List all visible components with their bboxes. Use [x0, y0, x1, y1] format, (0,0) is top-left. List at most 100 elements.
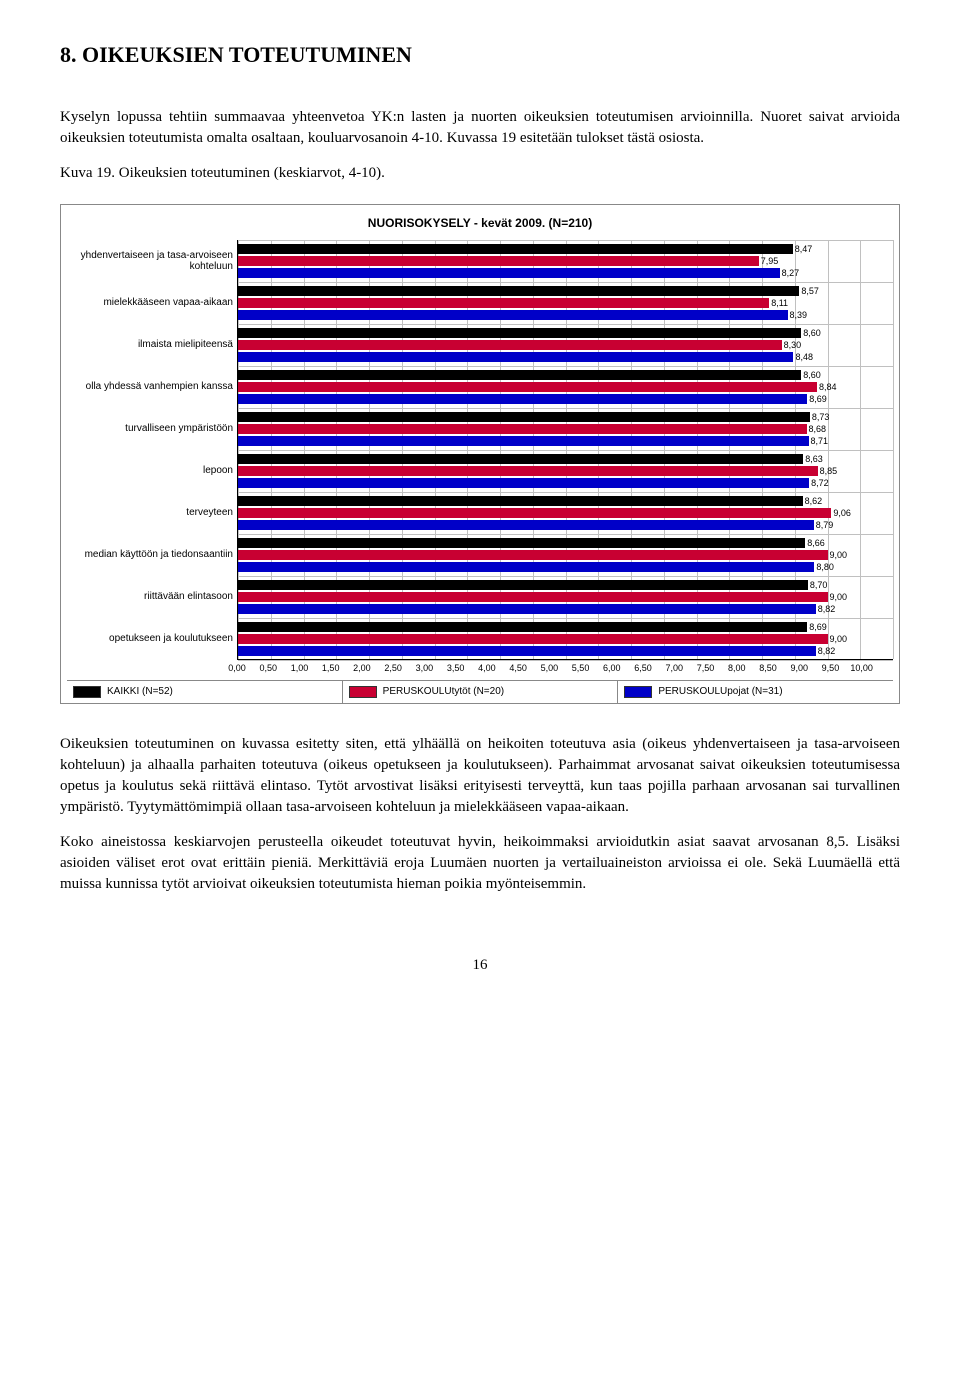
bar	[238, 604, 816, 614]
bar	[238, 436, 809, 446]
x-tick-label: 9,50	[815, 662, 846, 675]
x-tick-label: 5,00	[534, 662, 565, 675]
bar-value-label: 8,60	[803, 369, 821, 382]
bar	[238, 394, 807, 404]
bar-value-label: 8,72	[811, 477, 829, 490]
chart-title: NUORISOKYSELY - kevät 2009. (N=210)	[67, 211, 893, 240]
bar	[238, 352, 793, 362]
bar-value-label: 8,73	[812, 411, 830, 424]
bar-value-label: 8,30	[784, 339, 802, 352]
page-number: 16	[60, 955, 900, 976]
chart-plot: 8,477,958,278,578,118,398,608,308,488,60…	[237, 240, 893, 660]
chart-x-axis: 0,000,501,001,502,002,503,003,504,004,50…	[237, 660, 893, 675]
bar	[238, 508, 831, 518]
chart-y-labels: yhdenvertaiseen ja tasa-arvoiseen kohtel…	[67, 240, 237, 660]
body-paragraph-2: Koko aineistossa keskiarvojen perusteell…	[60, 832, 900, 895]
bar	[238, 520, 814, 530]
bar-value-label: 9,06	[833, 507, 851, 520]
bar	[238, 286, 799, 296]
x-tick-label: 1,00	[284, 662, 315, 675]
chart-container: NUORISOKYSELY - kevät 2009. (N=210) yhde…	[60, 204, 900, 704]
bar	[238, 634, 828, 644]
bar	[238, 256, 759, 266]
bar-value-label: 8,84	[819, 381, 837, 394]
legend-label: PERUSKOULUtytöt (N=20)	[383, 685, 504, 699]
legend-item: PERUSKOULUpojat (N=31)	[618, 681, 893, 703]
bar-value-label: 9,00	[830, 591, 848, 604]
x-tick-label: 7,50	[690, 662, 721, 675]
x-tick-label: 3,00	[409, 662, 440, 675]
legend-item: PERUSKOULUtytöt (N=20)	[343, 681, 619, 703]
x-tick-label: 2,00	[346, 662, 377, 675]
bar-value-label: 8,82	[818, 603, 836, 616]
bar	[238, 328, 801, 338]
x-tick-label: 9,00	[784, 662, 815, 675]
bar	[238, 562, 814, 572]
bar-value-label: 8,62	[805, 495, 823, 508]
bar	[238, 382, 817, 392]
category-label: lepoon	[67, 450, 237, 492]
x-tick-label: 8,00	[721, 662, 752, 675]
x-tick-label: 5,50	[565, 662, 596, 675]
x-tick-label: 3,50	[440, 662, 471, 675]
category-label: mielekkääseen vapaa-aikaan	[67, 282, 237, 324]
bar-value-label: 8,69	[809, 621, 827, 634]
x-tick-label: 1,50	[315, 662, 346, 675]
x-tick-label: 6,50	[627, 662, 658, 675]
category-label: yhdenvertaiseen ja tasa-arvoiseen kohtel…	[67, 240, 237, 282]
bar-value-label: 8,68	[809, 423, 827, 436]
bar	[238, 340, 782, 350]
bar-value-label: 8,79	[816, 519, 834, 532]
category-label: riittävään elintasoon	[67, 576, 237, 618]
bar-value-label: 7,95	[761, 255, 779, 268]
bar-value-label: 8,82	[818, 645, 836, 658]
legend-label: PERUSKOULUpojat (N=31)	[658, 685, 782, 699]
bar	[238, 424, 807, 434]
x-tick-label: 0,00	[221, 662, 252, 675]
bar	[238, 412, 810, 422]
bar	[238, 550, 828, 560]
bar-value-label: 8,85	[820, 465, 838, 478]
x-tick-label: 7,00	[659, 662, 690, 675]
x-tick-label: 8,50	[752, 662, 783, 675]
bar	[238, 454, 803, 464]
bar-value-label: 8,47	[795, 243, 813, 256]
bar-value-label: 8,27	[782, 267, 800, 280]
x-tick-label: 10,00	[846, 662, 877, 675]
category-label: terveyteen	[67, 492, 237, 534]
bar	[238, 244, 793, 254]
bar-value-label: 8,48	[795, 351, 813, 364]
bar-value-label: 8,70	[810, 579, 828, 592]
bar	[238, 478, 809, 488]
bar	[238, 310, 788, 320]
bar	[238, 496, 803, 506]
bar	[238, 538, 805, 548]
x-tick-label: 4,00	[471, 662, 502, 675]
legend-swatch	[624, 686, 652, 698]
bar-value-label: 8,39	[790, 309, 808, 322]
bar-value-label: 8,80	[816, 561, 834, 574]
bar-value-label: 8,60	[803, 327, 821, 340]
bar-value-label: 9,00	[830, 549, 848, 562]
page-heading: 8. OIKEUKSIEN TOTEUTUMINEN	[60, 40, 900, 71]
bar	[238, 592, 828, 602]
category-label: ilmaista mielipiteensä	[67, 324, 237, 366]
bar	[238, 298, 769, 308]
bar	[238, 646, 816, 656]
bar-value-label: 8,66	[807, 537, 825, 550]
body-paragraph-1: Oikeuksien toteutuminen on kuvassa esite…	[60, 734, 900, 818]
bar-value-label: 8,71	[811, 435, 829, 448]
x-tick-label: 4,50	[502, 662, 533, 675]
bar-value-label: 9,00	[830, 633, 848, 646]
legend-swatch	[349, 686, 377, 698]
x-tick-label: 0,50	[253, 662, 284, 675]
legend-label: KAIKKI (N=52)	[107, 685, 173, 699]
bar	[238, 466, 818, 476]
x-tick-label: 2,50	[378, 662, 409, 675]
bar-value-label: 8,63	[805, 453, 823, 466]
bar-value-label: 8,11	[771, 297, 788, 310]
bar	[238, 622, 807, 632]
legend-item: KAIKKI (N=52)	[67, 681, 343, 703]
category-label: olla yhdessä vanhempien kanssa	[67, 366, 237, 408]
bar	[238, 580, 808, 590]
